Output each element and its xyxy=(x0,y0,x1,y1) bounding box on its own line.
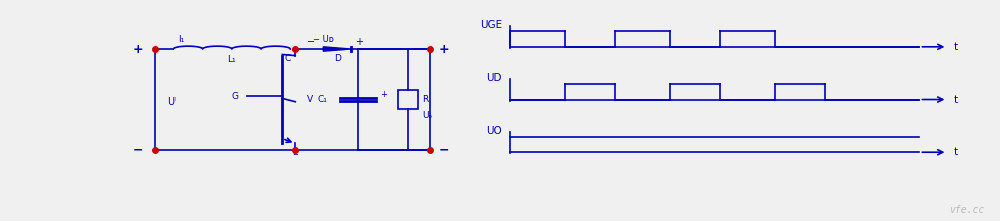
Text: − Uᴅ: − Uᴅ xyxy=(313,34,334,44)
Text: +: + xyxy=(380,90,387,99)
Text: −: − xyxy=(132,143,143,156)
Text: UGE: UGE xyxy=(480,20,502,30)
Text: vfe.cc: vfe.cc xyxy=(949,205,984,215)
Text: −: − xyxy=(307,37,315,47)
Text: +: + xyxy=(132,42,143,55)
Text: t: t xyxy=(953,42,957,52)
Text: C₁: C₁ xyxy=(318,95,328,104)
Text: UD: UD xyxy=(486,73,502,83)
Text: E: E xyxy=(292,148,298,157)
Text: V: V xyxy=(307,95,313,104)
FancyBboxPatch shape xyxy=(398,90,418,109)
Text: D: D xyxy=(334,55,341,63)
Text: +: + xyxy=(439,42,449,55)
Text: G: G xyxy=(232,92,239,101)
Text: UO: UO xyxy=(486,126,502,136)
Text: Uₒ: Uₒ xyxy=(422,111,432,120)
Text: −: − xyxy=(439,143,449,156)
Text: I₁: I₁ xyxy=(178,35,185,44)
Text: Uᴵ: Uᴵ xyxy=(167,97,176,107)
Text: t: t xyxy=(953,95,957,105)
Text: C: C xyxy=(284,54,290,63)
Text: +: + xyxy=(355,37,363,47)
Polygon shape xyxy=(323,47,351,51)
Text: R: R xyxy=(422,95,428,104)
Text: L₁: L₁ xyxy=(228,55,236,64)
Text: t: t xyxy=(953,147,957,157)
